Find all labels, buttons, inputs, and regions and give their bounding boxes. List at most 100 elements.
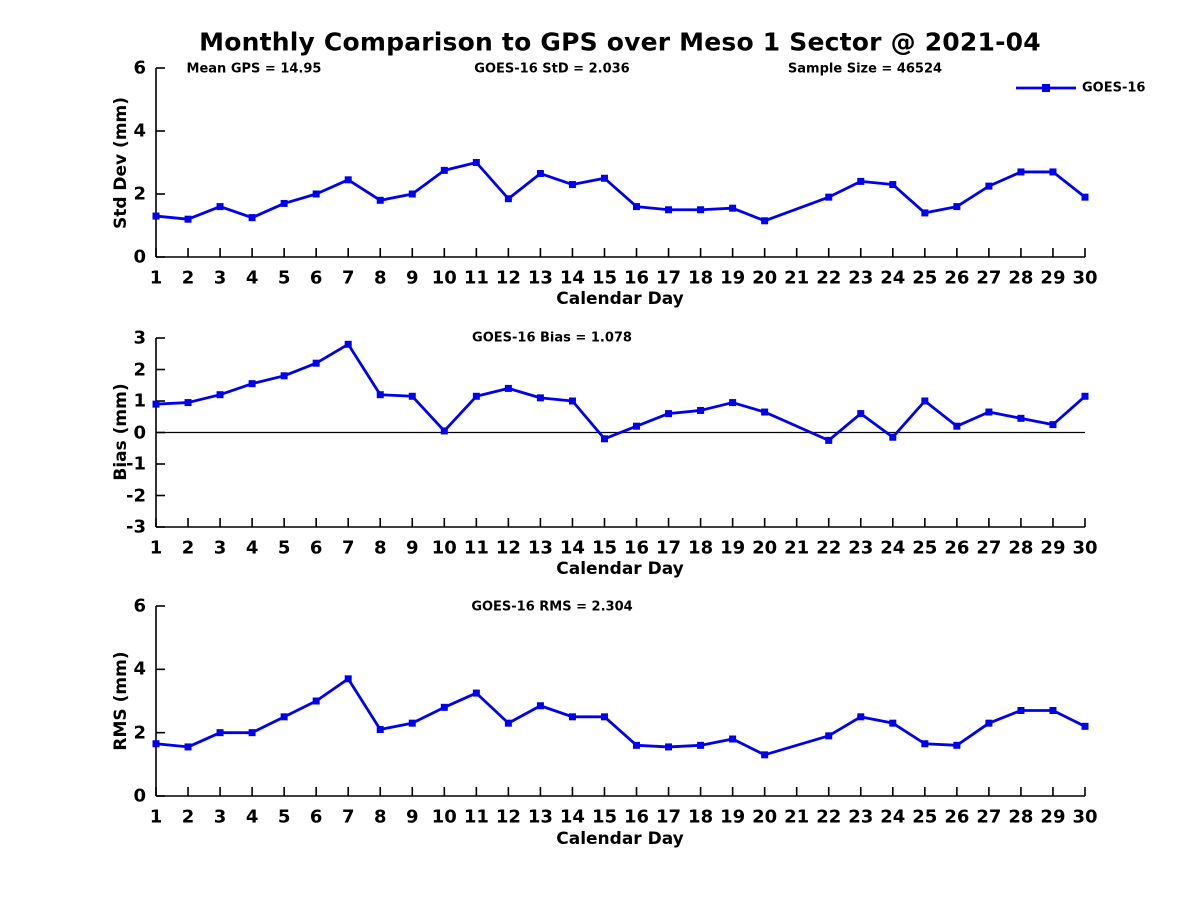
data-point-marker	[216, 729, 224, 737]
data-point-marker	[857, 177, 865, 185]
data-point-marker	[536, 394, 544, 402]
stat-mean-gps: Mean GPS = 14.95	[186, 61, 322, 77]
data-point-marker	[761, 751, 769, 759]
x-tick-label: 1	[149, 806, 163, 828]
x-tick-label: 17	[656, 537, 682, 559]
x-tick-label: 23	[848, 806, 874, 828]
data-point-marker	[312, 359, 320, 367]
x-axis-label-panel1: Calendar Day	[556, 289, 684, 309]
data-point-marker	[1081, 722, 1089, 730]
data-point-marker	[248, 380, 256, 388]
data-point-marker	[568, 181, 576, 189]
data-point-marker	[1049, 421, 1057, 429]
data-point-marker	[184, 399, 192, 407]
x-tick-label: 29	[1040, 267, 1066, 289]
x-tick-label: 11	[463, 267, 489, 289]
y-tick-label: 0	[133, 422, 146, 443]
data-point-marker	[985, 408, 993, 416]
data-point-marker	[600, 713, 608, 721]
x-tick-label: 11	[463, 537, 489, 559]
x-tick-label: 18	[688, 806, 714, 828]
y-tick-label: 2	[133, 359, 146, 380]
x-tick-label: 6	[309, 537, 323, 559]
y-tick-label: -3	[126, 516, 146, 538]
y-axis-label-std-dev: Std Dev (mm)	[111, 96, 131, 230]
y-tick-label: -1	[126, 453, 146, 475]
data-point-marker	[665, 743, 673, 751]
y-tick-label: 3	[133, 327, 146, 349]
x-tick-label: 23	[848, 537, 874, 559]
x-tick-label: 2	[181, 267, 195, 289]
data-point-marker	[344, 675, 352, 683]
x-tick-label: 9	[406, 537, 419, 559]
data-point-marker	[376, 391, 384, 399]
data-point-marker	[344, 176, 352, 184]
x-tick-label: 12	[495, 806, 521, 828]
x-tick-label: 23	[848, 267, 874, 289]
x-tick-label: 25	[912, 267, 938, 289]
x-tick-label: 11	[463, 806, 489, 828]
x-tick-label: 6	[309, 806, 323, 828]
data-point-marker	[1017, 414, 1025, 422]
x-tick-label: 2	[181, 806, 195, 828]
x-tick-label: 26	[944, 537, 970, 559]
data-point-marker	[152, 740, 160, 748]
x-tick-label: 1	[149, 537, 163, 559]
data-point-marker	[568, 713, 576, 721]
y-tick-label: 2	[133, 183, 146, 205]
legend-marker	[1042, 84, 1050, 92]
data-point-marker	[408, 719, 416, 727]
data-point-marker	[857, 410, 865, 418]
data-point-marker	[985, 719, 993, 727]
stat-goes16-std: GOES-16 StD = 2.036	[474, 61, 630, 77]
x-tick-label: 27	[976, 537, 1002, 559]
stat-sample-size: Sample Size = 46524	[787, 61, 943, 77]
x-tick-label: 25	[912, 806, 938, 828]
x-tick-label: 30	[1072, 806, 1098, 828]
data-line	[155, 161, 1086, 223]
data-point-marker	[408, 190, 416, 198]
x-tick-label: 26	[944, 806, 970, 828]
data-point-marker	[600, 174, 608, 182]
x-tick-label: 3	[213, 806, 227, 828]
x-tick-label: 24	[880, 267, 906, 289]
data-point-marker	[825, 732, 833, 740]
x-tick-label: 21	[784, 267, 810, 289]
data-point-marker	[1017, 168, 1025, 176]
x-tick-label: 21	[784, 537, 810, 559]
data-point-marker	[312, 190, 320, 198]
data-point-marker	[472, 159, 480, 166]
x-tick-label: 29	[1040, 806, 1066, 828]
x-tick-label: 29	[1040, 537, 1066, 559]
data-point-marker	[440, 166, 448, 174]
data-point-marker	[729, 204, 737, 212]
x-tick-label: 10	[431, 537, 457, 559]
data-point-marker	[633, 203, 641, 211]
x-tick-label: 20	[752, 267, 778, 289]
y-tick-label: 0	[133, 785, 146, 807]
x-tick-label: 14	[559, 537, 585, 559]
data-point-marker	[697, 206, 705, 214]
x-tick-label: 26	[944, 267, 970, 289]
x-tick-label: 24	[880, 806, 906, 828]
x-tick-label: 15	[591, 267, 617, 289]
data-point-marker	[921, 740, 929, 748]
x-tick-label: 22	[816, 537, 842, 559]
data-point-marker	[857, 713, 865, 721]
x-tick-label: 5	[277, 537, 291, 559]
x-tick-label: 12	[495, 267, 521, 289]
x-tick-label: 4	[245, 537, 259, 559]
data-point-marker	[921, 397, 929, 405]
y-tick-label: 1	[133, 390, 146, 412]
x-tick-label: 28	[1008, 537, 1034, 559]
data-point-marker	[985, 182, 993, 190]
data-point-marker	[1049, 168, 1057, 176]
stat-goes16-rms: GOES-16 RMS = 2.304	[471, 599, 633, 615]
data-point-marker	[825, 193, 833, 201]
x-tick-label: 19	[720, 267, 746, 289]
x-tick-label: 16	[623, 537, 650, 559]
x-tick-label: 18	[688, 267, 714, 289]
x-tick-label: 15	[591, 537, 617, 559]
x-tick-label: 19	[720, 537, 746, 559]
